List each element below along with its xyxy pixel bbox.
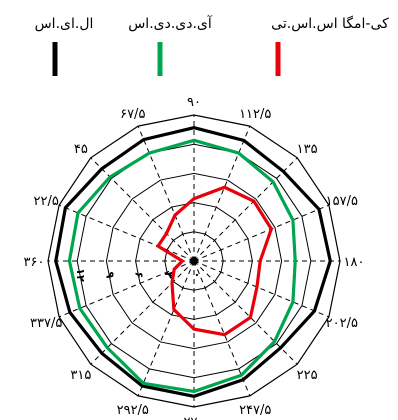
- angular-tick-label: ۳۶۰: [24, 255, 45, 270]
- angular-tick-label: ۲۹۲/۵: [117, 403, 149, 418]
- angular-tick-label: ۲۴۷/۵: [239, 403, 271, 418]
- angular-tick-label: ۲۲/۵: [34, 194, 59, 209]
- angular-tick-label: ۱۸۰: [344, 255, 365, 270]
- radial-tick-label: ۰: [191, 272, 204, 279]
- angular-tick-label: ۲۰۲/۵: [326, 316, 358, 331]
- legend: ال.ای.اس آی.دی.دی.اس کی-امگا اس.اس.تی: [35, 15, 389, 76]
- legend-label: کی-امگا اس.اس.تی: [271, 15, 389, 32]
- radial-tick-label: ۱۲: [74, 268, 87, 282]
- series-layer: [54, 126, 332, 398]
- series-line-3: [155, 185, 274, 337]
- angular-tick-label: ۹۰: [187, 95, 201, 110]
- grid-spoke: [193, 125, 251, 262]
- grid-ring: [105, 172, 283, 350]
- center-point: [190, 257, 198, 265]
- series-line-2: [67, 138, 297, 394]
- angular-tick-label: ۱۵۷/۵: [326, 194, 358, 209]
- series-line-1: [54, 126, 332, 398]
- legend-label: ال.ای.اس: [35, 16, 94, 32]
- angular-tick-label: ۶۷/۵: [120, 107, 145, 122]
- angular-tick-label: ۳۳۷/۵: [30, 316, 62, 331]
- angular-tick-label: ۲۷۰: [184, 415, 205, 420]
- grid-spoke: [137, 125, 195, 262]
- grid-spoke: [58, 204, 195, 262]
- grid-spoke: [137, 260, 195, 397]
- angular-tick-label: ۴۵: [74, 142, 88, 157]
- tick-labels: ۹۰۱۱۲/۵۱۳۵۱۵۷/۵۱۸۰۲۰۲/۵۲۲۵۲۴۷/۵۲۷۰۲۹۲/۵۳…: [24, 95, 365, 420]
- grid-spoke: [193, 260, 330, 318]
- legend-label: آی.دی.دی.اس: [128, 15, 213, 32]
- radial-tick-label: ۶: [133, 272, 146, 279]
- grid-spoke: [193, 260, 251, 397]
- grid-spoke: [90, 157, 195, 262]
- grid-spoke: [193, 204, 330, 262]
- radial-tick-label: ۳: [162, 272, 175, 279]
- angular-tick-label: ۱۳۵: [297, 142, 318, 157]
- angular-tick-label: ۲۲۵: [297, 368, 318, 383]
- grid-spoke: [58, 260, 195, 318]
- angular-tick-label: ۳۱۵: [70, 368, 91, 383]
- polar-grid: [47, 114, 341, 408]
- radial-tick-label: ۹: [103, 272, 116, 279]
- angular-tick-label: ۱۱۲/۵: [239, 107, 271, 122]
- grid-spoke: [193, 157, 298, 262]
